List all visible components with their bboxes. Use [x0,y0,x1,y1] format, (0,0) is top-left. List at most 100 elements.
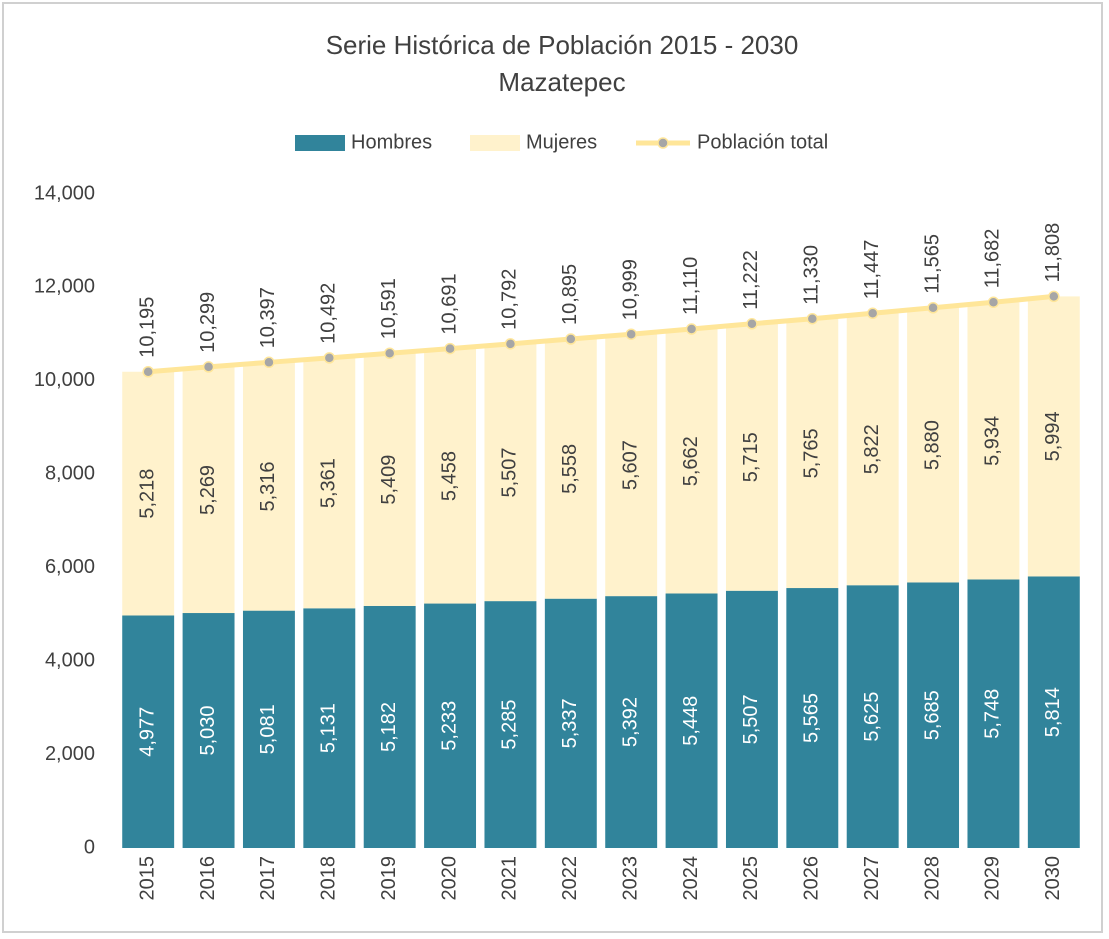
data-label: 11,808 [1042,223,1064,283]
data-label: 10,895 [559,264,581,325]
bar-segment [242,610,295,848]
bar-segment [786,318,839,589]
data-label: 10,195 [136,297,158,358]
data-label: 5,409 [378,455,400,505]
data-label: 5,625 [861,692,883,742]
data-label: 5,715 [740,432,762,482]
x-tick-label: 2024 [680,856,702,901]
data-label: 5,316 [257,461,279,511]
bar-segment [242,362,295,611]
data-label: 5,662 [680,436,702,486]
data-label: 11,447 [861,240,883,300]
data-label: 4,977 [136,707,158,757]
bar-segment [907,582,960,848]
bar-segment [363,605,416,848]
data-label: 10,492 [318,283,340,344]
bar-segment [484,601,537,848]
line-marker [323,352,336,364]
data-label: 5,994 [1042,411,1064,461]
data-label: 5,685 [921,690,943,740]
data-label: 10,299 [197,292,219,353]
x-tick-label: 2022 [559,856,581,901]
y-tick-label: 2,000 [45,743,95,765]
data-label: 10,999 [619,259,641,320]
legend-swatch [470,135,520,151]
y-tick-label: 4,000 [45,649,95,671]
x-tick-label: 2017 [257,856,279,901]
data-label: 10,591 [378,278,400,339]
bar-segment [725,590,778,848]
bar-segment [786,588,839,848]
data-label: 10,691 [438,273,460,334]
bar-segment [182,613,235,848]
line-marker [565,333,577,345]
y-tick-label: 10,000 [34,369,95,391]
y-tick-label: 8,000 [45,463,95,485]
bar-segment [725,323,778,591]
bar-segment [122,371,175,616]
legend-label: Mujeres [526,131,597,153]
data-label: 5,748 [982,689,1004,739]
y-tick-label: 6,000 [45,556,95,578]
bar-segment [544,598,597,848]
legend-label: Población total [697,131,828,153]
legend-marker [657,137,669,149]
data-label: 11,330 [801,245,823,305]
data-label: 5,269 [197,465,219,515]
data-label: 10,792 [499,269,521,330]
data-label: 5,507 [740,694,762,744]
data-label: 5,361 [318,458,340,508]
x-tick-label: 2026 [801,856,823,901]
x-tick-label: 2015 [136,856,158,901]
bar-segment [363,353,416,606]
bar-segment [424,348,477,604]
line-marker [383,347,396,359]
x-tick-label: 2018 [318,856,340,901]
data-label: 5,458 [438,451,460,501]
bar-segment [424,603,477,848]
data-label: 5,392 [619,697,641,747]
data-label: 11,565 [921,234,943,294]
y-tick-label: 12,000 [34,276,95,298]
data-label: 5,182 [378,702,400,752]
data-label: 5,814 [1042,687,1064,737]
x-tick-label: 2016 [197,856,219,901]
y-tick-label: 0 [84,836,95,858]
data-label: 5,337 [559,698,581,748]
legend-label: Hombres [351,131,432,153]
data-label: 5,607 [619,440,641,490]
line-marker [625,328,637,340]
bar-segment [665,329,718,594]
line-marker [444,342,456,355]
bar-segment [846,313,899,586]
data-label: 5,233 [438,701,460,751]
bar-segment [544,339,597,599]
data-label: 10,397 [257,287,279,348]
line-marker [866,307,879,320]
bar-segment [665,593,718,848]
data-label: 5,448 [680,696,702,746]
bar-segment [303,608,356,848]
x-tick-label: 2019 [378,856,400,901]
chart-title: Serie Histórica de Población 2015 - 2030 [326,30,799,60]
data-label: 5,765 [801,428,823,478]
chart-subtitle: Mazatepec [498,67,625,97]
data-label: 5,565 [801,693,823,743]
x-tick-label: 2029 [982,856,1004,901]
x-tick-label: 2030 [1042,856,1064,901]
data-label: 5,131 [318,703,340,753]
x-tick-label: 2020 [438,856,460,901]
bar-segment [605,334,658,597]
data-label: 11,110 [680,257,702,315]
line-marker [987,296,1000,309]
bar-segment [605,596,658,848]
bar-segment [846,585,899,848]
legend-swatch [295,135,345,151]
x-tick-label: 2027 [861,856,883,901]
data-label: 5,822 [861,424,883,474]
data-label: 5,507 [499,447,521,497]
data-label: 5,934 [982,416,1004,466]
line-marker [202,361,215,373]
x-tick-label: 2025 [740,856,762,901]
